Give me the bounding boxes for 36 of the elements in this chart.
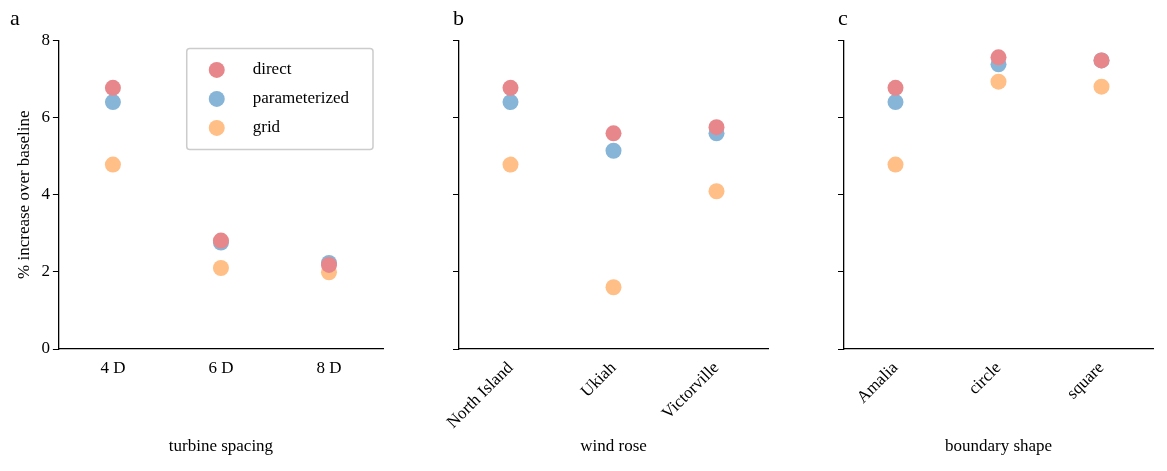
y-tick-label: 0 bbox=[41, 338, 50, 358]
x-tick-label: 6 D bbox=[208, 357, 234, 377]
point bbox=[502, 94, 519, 111]
x-tick-label: 8 D bbox=[316, 357, 342, 377]
point bbox=[502, 156, 519, 173]
point bbox=[708, 183, 725, 200]
x-axis-title: turbine spacing bbox=[168, 436, 274, 456]
point bbox=[104, 156, 121, 173]
point bbox=[605, 279, 622, 296]
point bbox=[1093, 78, 1110, 95]
x-axis-title: boundary shape bbox=[944, 436, 1053, 456]
x-axis-title: wind rose bbox=[580, 436, 647, 456]
point bbox=[990, 73, 1007, 90]
point bbox=[887, 94, 904, 111]
legend-label: direct bbox=[252, 59, 292, 79]
legend-label: parameterized bbox=[252, 88, 350, 108]
point bbox=[104, 94, 121, 111]
x-tick-label: 4 D bbox=[100, 357, 126, 377]
y-tick-label: 2 bbox=[41, 261, 50, 281]
point bbox=[708, 119, 725, 136]
chart-title: c bbox=[838, 4, 848, 30]
chart-title: a bbox=[10, 4, 20, 30]
point bbox=[887, 79, 904, 96]
y-tick-label: 4 bbox=[41, 184, 51, 204]
y-tick-label: 8 bbox=[41, 29, 50, 49]
point bbox=[502, 79, 519, 96]
point bbox=[605, 142, 622, 159]
point bbox=[104, 79, 121, 96]
y-tick-label: 6 bbox=[41, 107, 50, 127]
point bbox=[212, 259, 229, 276]
point bbox=[887, 156, 904, 173]
point bbox=[990, 49, 1007, 66]
chart-title: b bbox=[453, 4, 464, 30]
y-axis-title: % increase over baseline bbox=[13, 110, 33, 279]
legend-label: grid bbox=[252, 117, 281, 137]
point bbox=[605, 125, 622, 142]
